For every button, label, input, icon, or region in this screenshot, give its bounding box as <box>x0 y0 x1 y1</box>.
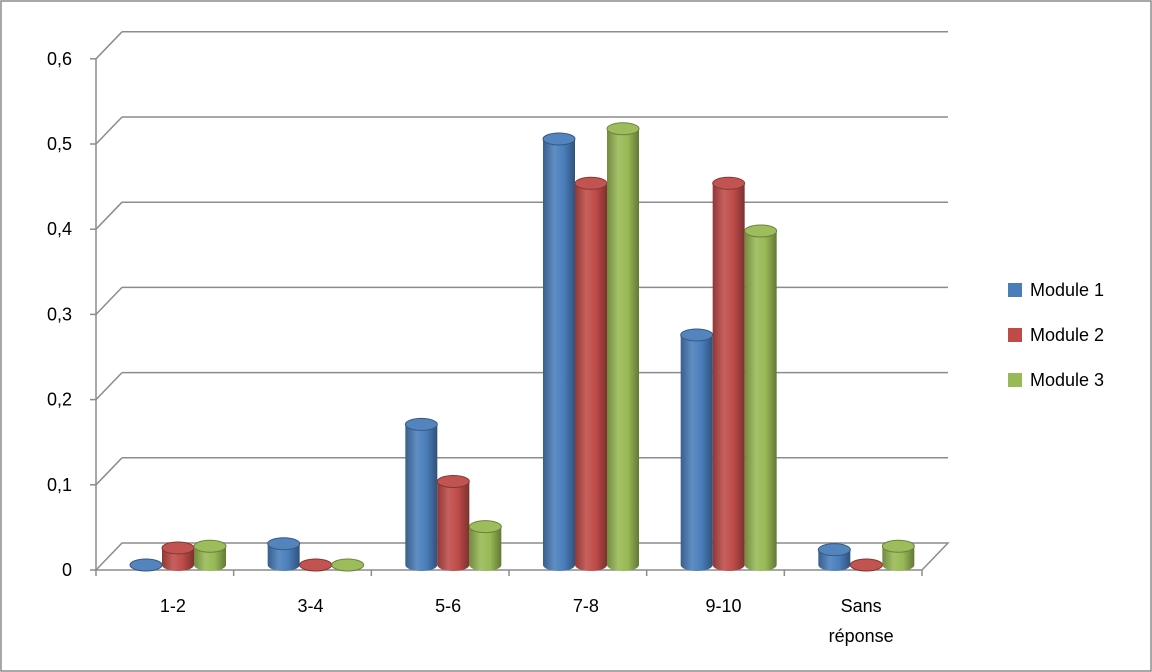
bar <box>468 520 502 571</box>
legend-swatch <box>1008 283 1022 297</box>
legend-label: Module 2 <box>1030 325 1104 345</box>
y-tick-label: 0 <box>62 560 72 580</box>
x-axis-ticks: 1-2 3-4 5-6 7-8 9-10 Sans réponse <box>95 570 923 646</box>
gridline-diagonal <box>95 457 123 486</box>
bar <box>267 537 301 571</box>
bar-top <box>712 176 746 190</box>
bar-top <box>574 176 608 190</box>
bar-body <box>469 526 502 571</box>
x-tick-label: Sans <box>841 596 882 616</box>
bar-top <box>468 520 502 534</box>
legend-swatch <box>1008 373 1022 387</box>
gridline-diagonal <box>95 286 123 315</box>
bar <box>542 132 576 571</box>
y-axis-ticks: 0 0,1 0,2 0,3 0,4 0,5 0,6 <box>47 49 96 580</box>
bar-top <box>299 558 333 572</box>
bar-body <box>744 231 777 572</box>
bar-body <box>712 183 745 571</box>
bar-body <box>194 546 226 571</box>
bar-top <box>881 539 915 553</box>
bar-body <box>543 139 575 571</box>
bar <box>849 558 883 572</box>
bar <box>161 541 195 571</box>
bar-top <box>436 475 470 489</box>
y-tick-label: 0,2 <box>47 390 72 410</box>
bar-body <box>607 128 639 571</box>
bar <box>680 328 714 571</box>
x-tick-label: 3-4 <box>297 596 323 616</box>
bar-top <box>680 328 714 342</box>
bar-body <box>267 543 300 571</box>
bar <box>404 417 438 571</box>
x-tick-label: 1-2 <box>160 596 186 616</box>
y-tick-label: 0,4 <box>47 219 72 239</box>
gridline-diagonal <box>95 31 123 60</box>
y-tick-label: 0,1 <box>47 475 72 495</box>
bar-top <box>129 558 163 572</box>
bar <box>436 475 470 571</box>
x-tick-label: 5-6 <box>435 596 461 616</box>
bars <box>129 122 915 572</box>
y-tick-label: 0,5 <box>47 134 72 154</box>
bar-body <box>882 546 915 571</box>
legend-label: Module 3 <box>1030 370 1104 390</box>
bar-top <box>331 558 365 572</box>
bar <box>299 558 333 572</box>
bar <box>193 539 227 571</box>
bar <box>881 539 915 571</box>
gridline-diagonal <box>95 116 123 145</box>
bar-top <box>193 539 227 553</box>
bar <box>129 558 163 572</box>
gridline-diagonal <box>95 372 123 401</box>
bar-top <box>817 543 851 557</box>
x-tick-label: 9-10 <box>705 596 741 616</box>
bar-body <box>575 183 607 571</box>
bar <box>817 543 851 571</box>
bar <box>712 176 746 571</box>
bar <box>606 122 640 571</box>
bar-body <box>162 547 194 571</box>
bar-body <box>680 334 713 571</box>
legend-label: Module 1 <box>1030 280 1104 300</box>
legend-swatch <box>1008 328 1022 342</box>
x-tick-label: réponse <box>829 626 894 646</box>
y-tick-label: 0,3 <box>47 304 72 324</box>
bar <box>331 558 365 572</box>
bar-top <box>161 541 195 555</box>
bar-top <box>744 224 778 238</box>
bar-body <box>437 481 470 571</box>
bar-top <box>606 122 640 136</box>
bar-top <box>542 132 576 146</box>
bar-top <box>267 537 301 551</box>
legend: Module 1 Module 2 Module 3 <box>1008 280 1104 390</box>
gridlines <box>95 31 948 486</box>
bar-top <box>849 558 883 572</box>
bar-body <box>405 424 438 571</box>
y-tick-label: 0,6 <box>47 49 72 69</box>
bar <box>574 176 608 571</box>
bar <box>744 224 778 572</box>
gridline-diagonal <box>95 201 123 230</box>
x-tick-label: 7-8 <box>573 596 599 616</box>
bar-top <box>404 417 438 431</box>
